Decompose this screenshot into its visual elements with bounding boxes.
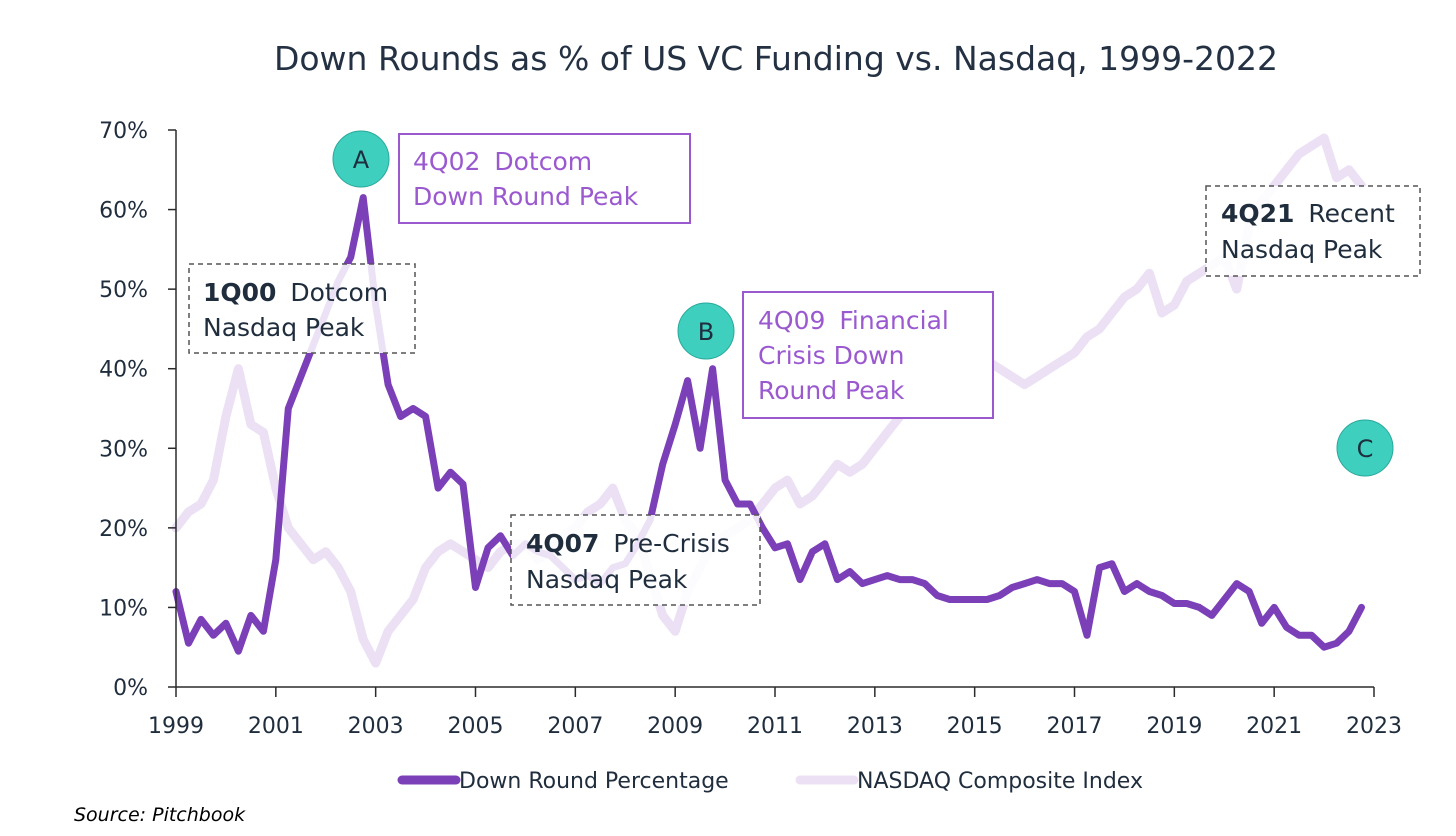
y-tick-labels: 0% 10% 20% 30% 40% 50% 60% 70% (99, 119, 176, 701)
x-tick-label: 2003 (348, 714, 404, 739)
annotation-1q00-text: Dotcom (290, 278, 388, 307)
y-tick-label: 20% (99, 517, 148, 542)
chart-title: Down Rounds as % of US VC Funding vs. Na… (274, 39, 1278, 78)
annotation-4q09-line2: Crisis Down (758, 341, 904, 370)
x-tick-label: 2011 (747, 714, 803, 739)
annotation-4q02-line2: Down Round Peak (413, 182, 639, 211)
annotation-4q21-bold: 4Q21 (1221, 199, 1294, 228)
x-tick-label: 2013 (847, 714, 903, 739)
x-tick-label: 2017 (1047, 714, 1103, 739)
y-tick-label: 70% (99, 119, 148, 144)
annotation-4q09-line3: Round Peak (758, 376, 905, 405)
annotation-4q09-bold: 4Q09 (758, 306, 825, 335)
x-tick-label: 2019 (1146, 714, 1202, 739)
x-tick-label: 2023 (1346, 714, 1402, 739)
y-tick-label: 60% (99, 199, 148, 224)
annotation-4q02-text: Dotcom (494, 147, 592, 176)
annotation-4q07-bold: 4Q07 (526, 529, 599, 558)
annotation-4q21-line2: Nasdaq Peak (1221, 235, 1383, 264)
x-tick-label: 1999 (148, 714, 204, 739)
svg-text:4Q02 Dotcom: 4Q02 Dotcom (413, 147, 592, 176)
annotation-1q00-line2: Nasdaq Peak (203, 313, 365, 342)
x-tick-label: 2007 (547, 714, 603, 739)
y-tick-label: 30% (99, 437, 148, 462)
marker-b: B (677, 302, 735, 360)
y-tick-label: 40% (99, 358, 148, 383)
svg-text:4Q09 Financial: 4Q09 Financial (758, 306, 949, 335)
marker-c-label: C (1357, 435, 1374, 463)
legend-label-nasdaq: NASDAQ Composite Index (857, 769, 1143, 794)
annotation-4q21-text: Recent (1308, 199, 1395, 228)
source-note: Source: Pitchbook (74, 804, 246, 826)
annotation-4q02: 4Q02 Dotcom Down Round Peak (398, 133, 691, 224)
annotation-4q07-text: Pre-Crisis (613, 529, 729, 558)
annotation-4q09-text: Financial (839, 306, 948, 335)
svg-text:1Q00 Dotcom: 1Q00 Dotcom (203, 278, 388, 307)
x-tick-labels: 1999 2001 2003 2005 2007 2009 2011 2013 2015 2017… (148, 687, 1402, 739)
marker-a-label: A (353, 146, 370, 174)
y-tick-label: 10% (99, 596, 148, 621)
annotation-4q07-line2: Nasdaq Peak (526, 565, 688, 594)
annotation-1q00-bold: 1Q00 (203, 278, 276, 307)
nasdaq-line (171, 133, 1366, 668)
annotation-4q07: 4Q07 Pre-Crisis Nasdaq Peak (510, 514, 761, 606)
svg-text:4Q21 Recent: 4Q21 Recent (1221, 199, 1395, 228)
x-tick-label: 2001 (248, 714, 304, 739)
svg-text:4Q07 Pre-Crisis: 4Q07 Pre-Crisis (526, 529, 730, 558)
annotation-4q09: 4Q09 Financial Crisis Down Round Peak (742, 291, 994, 419)
x-tick-label: 2015 (947, 714, 1003, 739)
annotation-4q21: 4Q21 Recent Nasdaq Peak (1205, 185, 1421, 277)
x-tick-label: 2009 (647, 714, 703, 739)
y-tick-label: 50% (99, 278, 148, 303)
x-tick-label: 2005 (448, 714, 504, 739)
legend: Down Round Percentage NASDAQ Composite I… (397, 769, 1143, 794)
annotation-4q02-bold: 4Q02 (413, 147, 480, 176)
x-tick-label: 2021 (1246, 714, 1302, 739)
marker-b-label: B (698, 318, 714, 346)
annotation-1q00: 1Q00 Dotcom Nasdaq Peak (188, 263, 416, 354)
marker-a: A (332, 130, 390, 188)
y-tick-label: 0% (113, 676, 148, 701)
legend-label-down-round: Down Round Percentage (459, 769, 729, 794)
nasdaq-series (171, 133, 1366, 668)
marker-c: C (1336, 419, 1394, 477)
